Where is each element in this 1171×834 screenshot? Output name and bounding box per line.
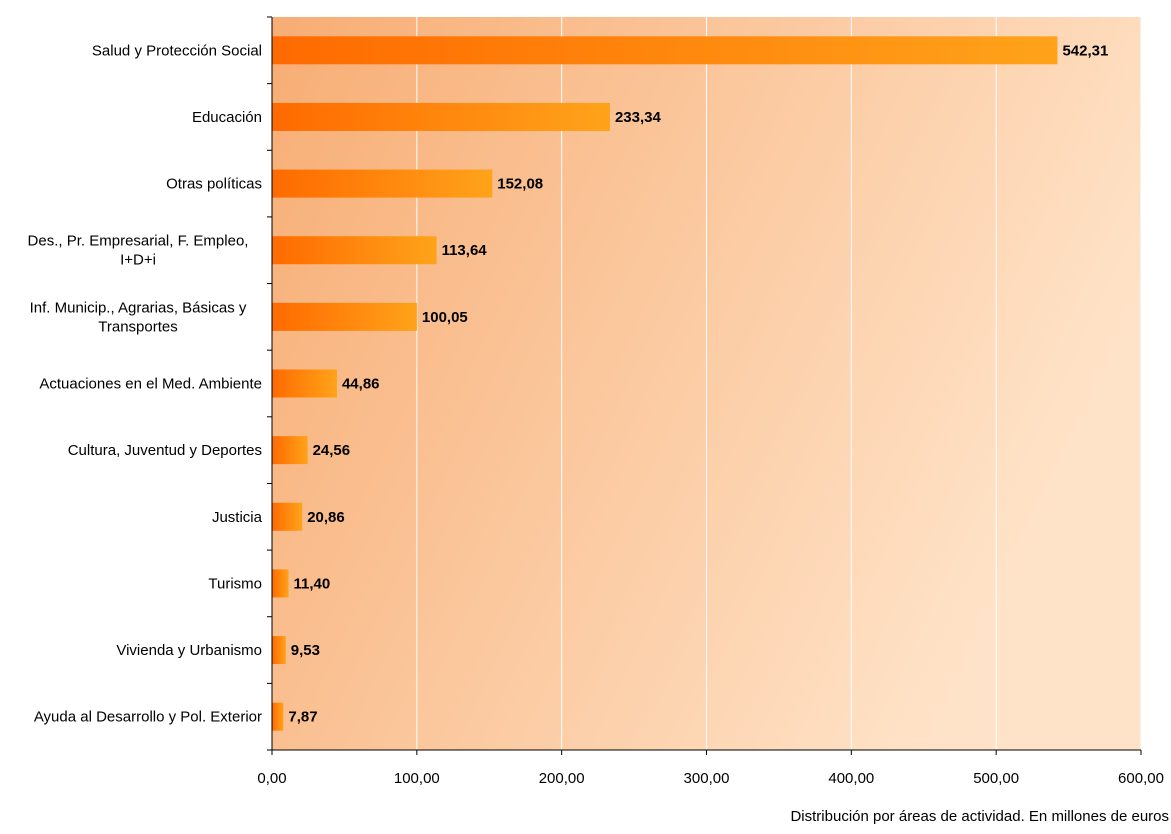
x-tick-label: 0,00 [257, 770, 286, 787]
x-tick-label: 300,00 [684, 770, 730, 787]
bar [272, 36, 1058, 65]
category-labels: Salud y Protección Social Educación Otras … [28, 42, 263, 725]
category-label: Transportes [98, 318, 177, 335]
category-label: Actuaciones en el Med. Ambiente [39, 376, 262, 393]
bar [272, 102, 610, 131]
value-label: 11,40 [294, 575, 331, 592]
value-label: 233,34 [615, 109, 662, 126]
bar [272, 236, 437, 265]
category-label: Justicia [212, 509, 263, 526]
value-label: 20,86 [307, 509, 345, 526]
value-label: 7,87 [288, 709, 317, 726]
axes [267, 16, 1142, 755]
category-label: Otras políticas [166, 176, 262, 193]
bar [272, 569, 289, 598]
category-label: Turismo [208, 575, 262, 592]
category-label: Vivienda y Urbanismo [116, 642, 262, 659]
value-label: 113,64 [442, 242, 488, 259]
bar [272, 702, 284, 731]
bar [272, 302, 417, 331]
value-label: 542,31 [1062, 42, 1108, 59]
category-label: Educación [192, 109, 262, 126]
bar [272, 502, 303, 531]
bar [272, 436, 308, 465]
x-axis-label: Distribución por áreas de actividad. En … [790, 808, 1169, 825]
value-label: 152,08 [497, 176, 543, 193]
bar [272, 369, 337, 398]
x-tick-labels: 0,00 100,00 200,00 300,00 400,00 500,00 600,00 [257, 770, 1164, 787]
category-label: Ayuda al Desarrollo y Pol. Exterior [34, 709, 262, 726]
value-label: 44,86 [342, 376, 380, 393]
value-label: 100,05 [422, 309, 468, 326]
category-label: Des., Pr. Empresarial, F. Empleo, [28, 233, 249, 250]
bars-group [272, 36, 1058, 731]
bar [272, 636, 286, 665]
category-label: Cultura, Juventud y Deportes [68, 442, 262, 459]
gridlines [416, 17, 1142, 750]
category-label: I+D+i [120, 252, 156, 269]
x-tick-label: 500,00 [973, 770, 1019, 787]
x-tick-label: 600,00 [1118, 770, 1164, 787]
x-tick-label: 400,00 [828, 770, 874, 787]
value-label: 9,53 [291, 642, 320, 659]
x-tick-label: 200,00 [539, 770, 585, 787]
value-labels: 542,31 233,34 152,08 113,64 100,05 44,86 24,56… [288, 42, 1108, 725]
category-label: Salud y Protección Social [92, 42, 262, 59]
category-label: Inf. Municip., Agrarias, Básicas y [30, 299, 247, 316]
bar [272, 169, 493, 198]
x-tick-label: 100,00 [394, 770, 440, 787]
value-label: 24,56 [313, 442, 351, 459]
